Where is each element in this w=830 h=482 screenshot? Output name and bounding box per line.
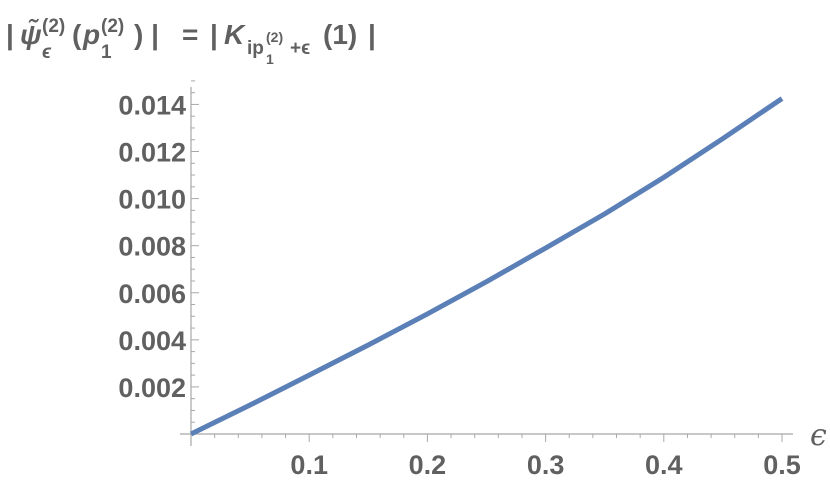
y-tick-label: 0.014 — [118, 90, 186, 120]
y-ticks: 0.002 0.004 0.006 0.008 0.010 0.012 0.014 — [118, 80, 199, 423]
title-lhs-close: ) | — [134, 19, 159, 50]
y-tick-label: 0.012 — [118, 138, 186, 168]
title-K: K — [224, 19, 246, 50]
title-arg: (1) — [323, 19, 357, 50]
y-tick-label: 0.010 — [118, 185, 186, 215]
title-p: p — [82, 19, 100, 50]
title-psi: ψ̃ — [20, 19, 42, 50]
y-tick-label: 0.008 — [118, 232, 186, 262]
series-line-0 — [189, 96, 784, 437]
x-tick-label: 0.3 — [527, 450, 565, 480]
x-ticks: 0.1 0.2 0.3 0.4 0.5 — [214, 434, 801, 480]
x-tick-label: 0.1 — [290, 450, 328, 480]
chart-title: | ψ̃ (2) ϵ ( p (2) 1 ) | = | K ip (2) 1 … — [6, 7, 376, 70]
title-sub-ip-sup: (2) — [266, 29, 283, 45]
y-tick-label: 0.002 — [118, 373, 186, 403]
title-psi-sup: (2) — [42, 16, 65, 37]
y-tick-label: 0.004 — [118, 326, 186, 356]
title-sub-tail: +ϵ — [290, 38, 310, 59]
svg-text:| ψ̃ (2) ϵ: | ψ̃ (2) ϵ ( p (2) 1 ) | = | K ip (2) 1 … — [6, 7, 376, 70]
title-sub-ip-sub: 1 — [266, 51, 274, 67]
x-tick-label: 0.4 — [645, 450, 683, 480]
y-tick-label: 0.006 — [118, 279, 186, 309]
title-p-sup: (2) — [101, 16, 124, 37]
title-bar-rhs: | — [210, 19, 218, 50]
title-sub-ip: ip — [247, 38, 264, 59]
title-open-paren: ( — [72, 19, 82, 50]
title-p-sub: 1 — [101, 42, 112, 63]
title-bar-open: | — [6, 19, 14, 50]
x-axis-label: ϵ — [810, 418, 827, 453]
title-bar-close: | — [368, 19, 376, 50]
x-tick-label: 0.5 — [763, 450, 801, 480]
series-layer — [189, 96, 784, 437]
x-tick-label: 0.2 — [409, 450, 447, 480]
title-equals: = — [182, 19, 198, 50]
title-psi-sub: ϵ — [42, 42, 52, 63]
